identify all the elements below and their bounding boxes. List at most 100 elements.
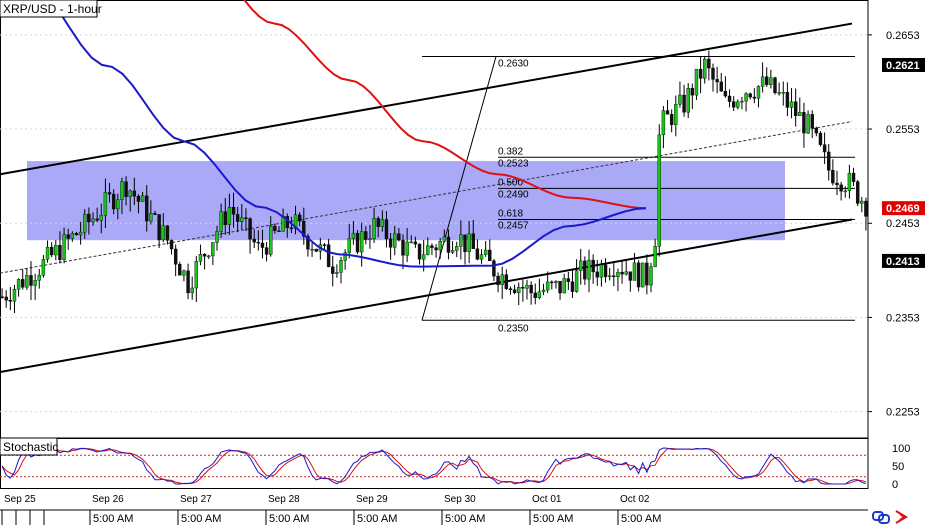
candle-body [636,262,641,288]
candle-body [211,242,215,257]
fib-level-price: 0.2457 [498,220,529,231]
candle-body [488,249,492,262]
candle-body [847,172,852,192]
candle-body [215,231,219,243]
candle-body [731,101,736,108]
candle-body [343,252,347,261]
candle-body [198,254,203,262]
candle-body [4,296,8,301]
candle-body [421,254,426,260]
candle-body [785,92,790,108]
candle-body [765,76,769,85]
candle-body [632,262,637,281]
stochastic-axis-label: 100 [892,443,910,455]
arrow-icon[interactable] [895,510,908,524]
candle-body [665,110,670,115]
channel-midline [0,121,853,274]
candle-body [653,246,657,267]
candle-body [66,234,70,239]
candle-body [483,249,488,255]
candle-body [628,271,633,281]
x-time-label: 5:00 AM [621,513,661,525]
candle-body [661,110,666,136]
candle-body [331,266,335,274]
candle-body [641,262,645,288]
candle-body [351,232,356,239]
candle-body [446,236,451,253]
candle-body [616,271,620,278]
candle-body [645,262,649,286]
link-icon[interactable] [871,510,891,524]
candle-body [455,246,459,251]
x-date-label: Sep 29 [356,494,388,505]
chart-title: XRP/USD - 1-hour [3,2,102,16]
candle-body [409,241,413,244]
candle-body [587,259,591,280]
candle-body [49,246,54,256]
candle-body [583,260,587,280]
candle-body [864,200,868,217]
candle-body [562,278,566,294]
candle-body [686,88,690,113]
candle-body [798,112,802,116]
fib-label-high: 0.2630 [498,59,529,70]
candle-body [384,219,389,240]
candle-body [599,264,604,278]
x-time-label: 5:00 AM [269,513,309,525]
candle-body [157,214,161,241]
candle-body [322,244,327,246]
candle-body [277,230,281,233]
candle-body [29,275,33,286]
candle-body [595,271,599,278]
x-date-label: Sep 28 [268,494,300,505]
stochastic-d-line [1,447,867,485]
fib-level-price: 0.2523 [498,158,529,169]
candle-body [806,114,810,134]
candle-body [87,213,91,223]
candle-body [223,211,227,225]
candle-body [186,270,190,294]
x-time-label: 5:00 AM [533,513,573,525]
candle-body [723,90,728,97]
candle-body [512,289,517,293]
candle-body [802,112,806,134]
candle-body [173,248,178,265]
candle-body [178,264,182,276]
candle-body [355,232,360,253]
candle-body [91,218,95,223]
candle-body [591,259,595,273]
candle-body [554,280,558,283]
stochastic-k-line [1,447,867,485]
stochastic-label-box [0,437,58,456]
x-date-label: Sep 25 [4,494,36,505]
candle-body [777,92,781,94]
candle-body [773,77,777,93]
candle-body [769,77,773,85]
candle-body [153,213,157,215]
stochastic-axis-label: 50 [892,461,904,473]
candle-body [202,254,207,257]
candle-body [393,233,397,248]
candle-body [107,192,112,195]
price-highlight-box [882,57,925,72]
candle-body [417,243,422,260]
candle-body [736,101,740,108]
fib-level-ratio: 0.382 [498,146,523,157]
candle-body [550,281,554,284]
candle-body [401,239,405,256]
x-date-label: Sep 30 [444,494,476,505]
candle-body [264,247,269,255]
candle-body [103,192,108,216]
candle-body [273,225,277,232]
candle-body [855,181,860,204]
candle-body [70,233,75,239]
candle-body [525,284,529,289]
candle-body [574,270,579,292]
price-highlight-box [882,253,925,268]
candle-body [657,134,661,247]
candle-body [99,214,103,221]
price-highlight-box [882,201,925,216]
candle-body [145,195,149,222]
candle-body [54,245,58,256]
